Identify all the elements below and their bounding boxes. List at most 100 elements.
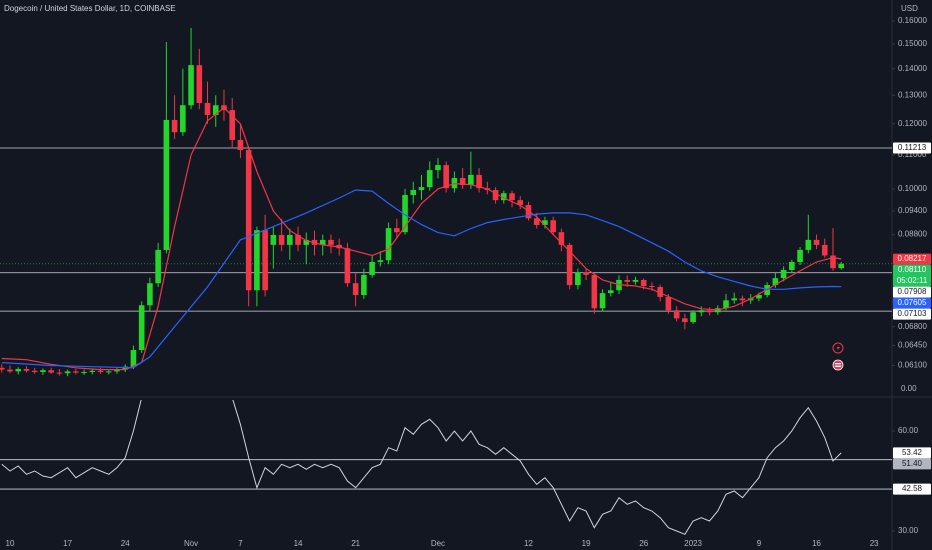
candle-body — [665, 296, 672, 311]
candle-body — [599, 293, 606, 309]
candle-body — [673, 310, 680, 319]
candle-body — [632, 279, 639, 282]
candle-body — [682, 318, 688, 322]
axis-footer-label: 0.00 — [901, 384, 917, 393]
event-icon[interactable] — [832, 359, 844, 371]
x-tick-label: 23 — [870, 539, 879, 548]
candle-body — [196, 65, 203, 103]
price-tag — [893, 264, 931, 287]
price-tag — [893, 483, 931, 495]
candle-body — [31, 370, 38, 372]
x-tick-label: 12 — [524, 539, 533, 548]
price-tag — [893, 308, 931, 320]
candle-body — [15, 369, 22, 372]
y-tick-label: 0.12000 — [898, 119, 927, 128]
candle-body — [188, 65, 194, 106]
candle-body — [805, 239, 812, 250]
candle-body — [295, 234, 301, 245]
candle-body — [780, 269, 787, 279]
candle-body — [821, 244, 828, 256]
x-tick-label: 7 — [238, 539, 243, 548]
candle-body — [698, 310, 705, 313]
candle-body — [459, 178, 466, 186]
candle-body — [476, 174, 482, 189]
candle-body — [361, 274, 367, 296]
candle-body — [558, 232, 565, 245]
moving-average-line — [1, 189, 842, 369]
y-tick-label: 0.06450 — [898, 341, 927, 350]
candle-body — [171, 119, 178, 133]
y-tick-label: 0.15000 — [898, 39, 927, 48]
candle-body — [500, 193, 507, 201]
candle-body — [212, 105, 219, 115]
candle-body — [607, 290, 614, 294]
x-tick-label: 24 — [121, 539, 130, 548]
candle-body — [443, 165, 449, 189]
alert-icon[interactable] — [832, 342, 844, 354]
candle-body — [369, 261, 375, 275]
rsi-line — [1, 400, 842, 535]
candle-body — [73, 371, 79, 373]
axes: 10 17 24 Nov 7 14 21 Dec 12 19 26 2023 9 16 23 0.16000 0… — [6, 16, 931, 548]
price-tag — [893, 447, 931, 459]
candle-body — [517, 200, 524, 205]
x-tick-label: 16 — [812, 539, 821, 548]
candle-body — [56, 372, 63, 374]
candle-body — [7, 369, 13, 372]
y-tick-label: 0.16000 — [898, 16, 927, 25]
y-axis-label: USD — [901, 4, 918, 13]
price-tag-label: 0.07908 — [898, 287, 927, 296]
candle-body — [287, 234, 293, 245]
candle-body — [377, 260, 384, 262]
candle-body — [418, 187, 425, 190]
candle-body — [706, 310, 713, 313]
y-tick-label: 30.00 — [898, 526, 919, 535]
candle-body — [435, 165, 441, 171]
price-tag-label: 0.11213 — [898, 143, 927, 152]
price-tag-label: 51.40 — [902, 459, 923, 468]
y-tick-label: 0.06800 — [898, 322, 927, 331]
candle-body — [813, 239, 820, 245]
candle-body — [756, 295, 762, 299]
price-tag-label: 0.08110 — [898, 265, 927, 274]
y-tick-label: 60.00 — [898, 426, 919, 435]
candle-body — [690, 312, 696, 322]
candle-body — [89, 370, 96, 372]
candle-body — [838, 263, 845, 269]
candle-body — [81, 371, 87, 373]
candle-body — [64, 371, 71, 374]
candle-body — [492, 189, 499, 201]
candle-body — [509, 193, 515, 201]
candle-body — [533, 218, 540, 225]
candle-body — [180, 105, 186, 133]
candle-body — [640, 279, 647, 287]
x-tick-label: Dec — [431, 539, 445, 548]
candle-body — [426, 170, 433, 188]
y-tick-label: 0.09400 — [898, 206, 927, 215]
candle-body — [319, 239, 326, 245]
candle-body — [23, 369, 30, 371]
y-tick-label: 0.11000 — [898, 150, 927, 159]
candle-body — [138, 305, 145, 351]
candle-body — [402, 195, 408, 233]
candle-body — [303, 239, 310, 245]
candle-body — [114, 369, 120, 372]
candle-body — [583, 272, 589, 275]
candle-body — [797, 249, 803, 262]
price-tag — [893, 458, 931, 470]
candle-body — [48, 370, 54, 373]
price-tag-label: 0.07605 — [898, 298, 927, 307]
candle-body — [410, 189, 417, 196]
y-tick-label: 0.14000 — [898, 64, 927, 73]
candle-body — [731, 298, 738, 301]
candle-body — [624, 279, 631, 282]
price-tag — [893, 142, 931, 154]
candle-body — [163, 119, 170, 250]
candle-body — [649, 286, 655, 288]
x-tick-label: 14 — [294, 539, 303, 548]
candle-body — [147, 283, 153, 306]
candle-body — [0, 367, 5, 370]
price-pane — [0, 28, 892, 377]
price-tag — [893, 286, 931, 298]
